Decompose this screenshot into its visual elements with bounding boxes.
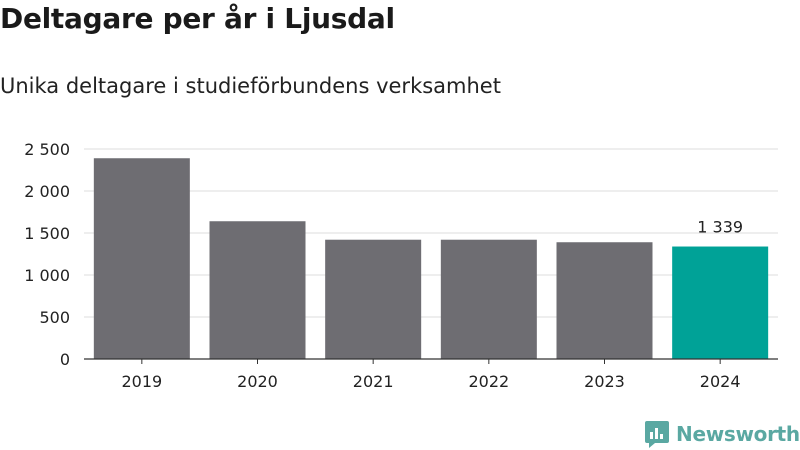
bar-2021 bbox=[325, 239, 422, 359]
bar-2020 bbox=[209, 221, 306, 359]
x-tick-label: 2020 bbox=[237, 372, 278, 391]
x-tick-label: 2023 bbox=[584, 372, 625, 391]
y-tick-label: 2 000 bbox=[24, 182, 70, 201]
brand-name: Newsworthy bbox=[676, 422, 800, 446]
x-tick-label: 2021 bbox=[353, 372, 394, 391]
brand-logo: Newsworthy bbox=[644, 420, 800, 448]
chart-subtitle: Unika deltagare i studieförbundens verks… bbox=[0, 74, 501, 98]
newsworthy-logo-icon bbox=[645, 421, 669, 448]
y-tick-label: 2 500 bbox=[24, 140, 70, 159]
y-tick-label: 500 bbox=[39, 308, 70, 327]
bar-2019 bbox=[93, 158, 190, 359]
data-label: 1 339 bbox=[697, 218, 743, 237]
x-tick-label: 2019 bbox=[121, 372, 162, 391]
y-tick-label: 1 000 bbox=[24, 266, 70, 285]
chart-title: Deltagare per år i Ljusdal bbox=[0, 2, 395, 35]
bar-2023 bbox=[556, 242, 653, 359]
bar-2022 bbox=[440, 239, 537, 359]
x-tick-label: 2024 bbox=[700, 372, 741, 391]
bar-2024 bbox=[672, 246, 769, 359]
y-tick-label: 1 500 bbox=[24, 224, 70, 243]
y-tick-label: 0 bbox=[60, 350, 70, 369]
x-tick-label: 2022 bbox=[468, 372, 509, 391]
